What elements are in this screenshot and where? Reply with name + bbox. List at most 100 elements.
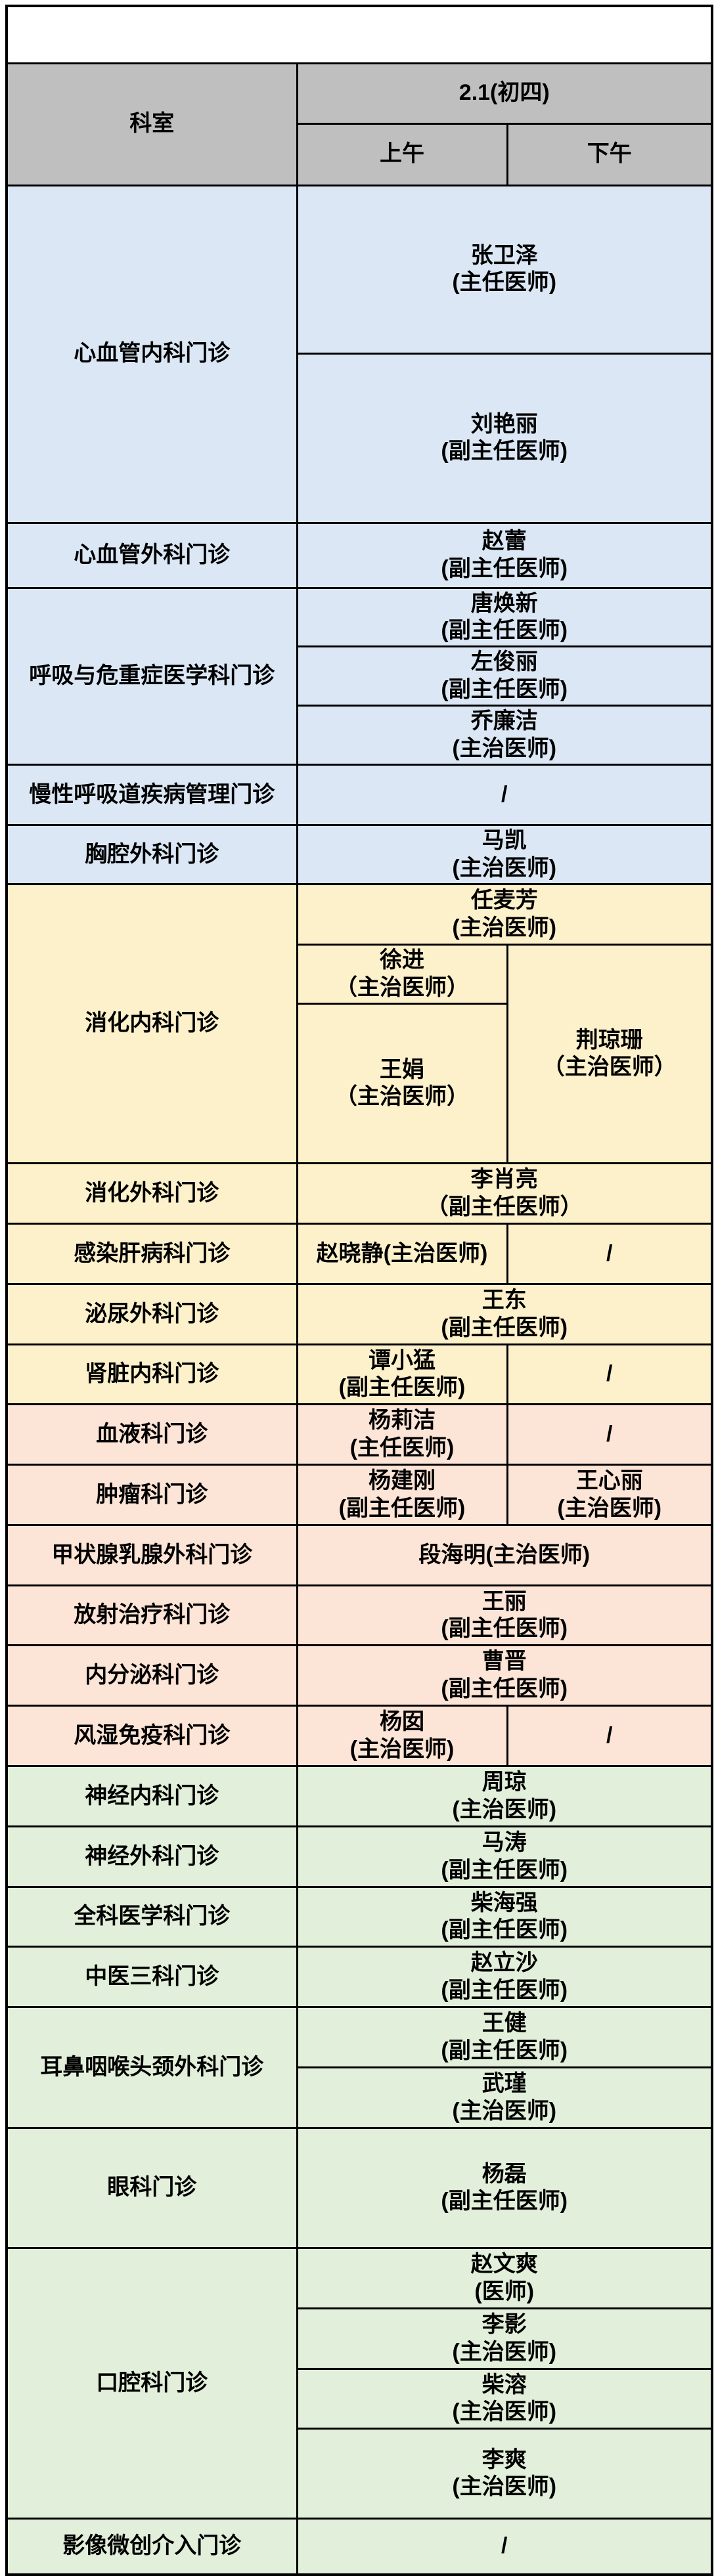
department-name: 内分泌科门诊 — [85, 1662, 219, 1688]
doctor-title: （主治医师） — [542, 1055, 677, 1080]
doctor-cell: 杨莉洁 (主任医师) — [296, 1403, 508, 1466]
doctor-title: (副主任医师) — [441, 1917, 568, 1943]
table-row: 徐进 （主治医师） 荆琼珊 （主治医师） — [7, 944, 713, 1165]
department-name: 消化内科门诊 — [85, 1011, 219, 1036]
department-cell: 心血管内科门诊 — [5, 184, 298, 524]
doctor-title: (主治医师) — [452, 2474, 557, 2500]
department-name: 口腔科门诊 — [96, 2370, 208, 2395]
empty-slot-cell: / — [506, 1403, 713, 1466]
table-row: 柴溶 (主治医师) — [7, 2368, 713, 2430]
doctor-cell: 曹晋 (副主任医师) — [296, 1644, 713, 1707]
doctor-name: 徐进 — [380, 948, 424, 973]
doctor-cell: 李爽 (主治医师) — [296, 2428, 713, 2520]
table-row: 神经外科门诊 马涛 (副主任医师) — [5, 1825, 713, 1888]
header-date-cell: 2.1(初四) — [296, 62, 713, 125]
doctor-name: 张卫泽 — [470, 242, 538, 268]
doctor-cell: 李影 (主治医师) — [296, 2307, 713, 2370]
doctor-name: 赵文爽 — [470, 2252, 538, 2277]
department-name: 耳鼻咽喉头颈外科门诊 — [40, 2054, 264, 2080]
doctor-title: (主治医师) — [452, 855, 557, 881]
doctor-name: 荆琼珊 — [575, 1027, 643, 1053]
table-row: 武瑾 (主治医师) — [7, 2066, 713, 2129]
department-cell: 眼科门诊 — [5, 2127, 298, 2250]
header-afternoon-cell: 下午 — [506, 122, 713, 186]
doctor-cell: 王心丽 (主治医师) — [506, 1464, 713, 1527]
department-cell: 慢性呼吸道疾病管理门诊 — [5, 764, 298, 827]
doctor-title: (副主任医师) — [441, 1977, 568, 2003]
doctor-cell: 乔廉洁 (主治医师) — [296, 705, 713, 766]
doctor-cell: 张卫泽 (主任医师) — [296, 184, 713, 355]
doctor-cell: 杨建刚 (副主任医师) — [296, 1464, 508, 1527]
department-name: 眼科门诊 — [107, 2175, 197, 2200]
empty-slot-cell: / — [506, 1705, 713, 1768]
doctor-name: 谭小猛 — [369, 1347, 436, 1373]
doctor-name: 武瑾 — [481, 2071, 527, 2097]
doctor-name: 赵蕾 — [481, 529, 527, 554]
doctor-cell: 刘艳丽 (副主任医师) — [296, 352, 713, 524]
doctor-name: 柴海强 — [470, 1890, 538, 1915]
header-department-cell: 科室 — [5, 62, 298, 186]
doctor-name: 曹晋 — [481, 1649, 527, 1674]
department-cell: 肿瘤科门诊 — [5, 1464, 298, 1527]
doctor-name: 李肖亮 — [470, 1167, 538, 1192]
doctor-name: 刘艳丽 — [470, 411, 538, 437]
doctor-title: (主治医师) — [452, 2399, 557, 2425]
department-name: 泌尿外科门诊 — [85, 1301, 219, 1326]
doctor-title: (主治医师) — [557, 1495, 662, 1521]
doctor-title: (主治医师) — [452, 915, 557, 940]
doctor-cell: 王健 (副主任医师) — [296, 2006, 713, 2069]
doctor-name: 杨莉洁 — [369, 1408, 436, 1433]
empty-slot-marker: / — [606, 1240, 613, 1266]
empty-slot-marker: / — [501, 782, 508, 808]
doctor-cell: 柴海强 (副主任医师) — [296, 1886, 713, 1948]
department-cell: 神经外科门诊 — [5, 1825, 298, 1888]
doctor-cell: 任麦芳 (主治医师) — [296, 883, 713, 946]
department-cell: 心血管外科门诊 — [5, 521, 298, 589]
empty-slot-cell: / — [506, 1223, 713, 1286]
department-cell: 放射治疗科门诊 — [5, 1584, 298, 1647]
doctor-cell: 柴溶 (主治医师) — [296, 2368, 713, 2430]
empty-slot-marker: / — [606, 1421, 613, 1447]
table-row: 呼吸与危重症医学科门诊 唐焕新 (副主任医师) — [5, 586, 713, 766]
department-cell: 感染肝病科门诊 — [5, 1223, 298, 1286]
doctor-title: (主任医师) — [349, 1435, 455, 1460]
table-row: 内分泌科门诊 曹晋 (副主任医师) — [5, 1644, 713, 1707]
header-date-label: 2.1(初四) — [459, 80, 550, 106]
department-cell: 消化内科门诊 — [5, 883, 298, 1165]
table-row: 左俊丽 (副主任医师) — [7, 645, 713, 707]
department-name: 血液科门诊 — [96, 1421, 208, 1447]
table-row: 泌尿外科门诊 王东 (副主任医师) — [5, 1283, 713, 1346]
doctor-title: (主治医师) — [452, 735, 557, 761]
department-cell: 影像微创介入门诊 — [5, 2518, 298, 2576]
doctor-cell: 赵立沙 (副主任医师) — [296, 1946, 713, 2009]
table-row: 消化外科门诊 李肖亮 （副主任医师） — [5, 1162, 713, 1225]
doctor-name: 王东 — [481, 1288, 527, 1313]
department-cell: 神经内科门诊 — [5, 1765, 298, 1828]
table-row: 李影 (主治医师) — [7, 2307, 713, 2370]
department-cell: 内分泌科门诊 — [5, 1644, 298, 1707]
empty-slot-cell: / — [296, 764, 713, 827]
doctor-cell: 赵晓静(主治医师) — [296, 1223, 508, 1286]
table-row: 神经内科门诊 周琼 (主治医师) — [5, 1765, 713, 1828]
empty-slot-cell: / — [296, 2518, 713, 2576]
doctor-name: 王心丽 — [575, 1468, 643, 1494]
doctor-name: 唐焕新 — [470, 590, 538, 616]
doctor-cell: 杨磊 (副主任医师) — [296, 2127, 713, 2250]
doctor-name: 周琼 — [481, 1770, 527, 1795]
department-cell: 肾脏内科门诊 — [5, 1343, 298, 1406]
doctor-title: （主治医师） — [335, 974, 469, 1000]
department-name: 呼吸与危重症医学科门诊 — [29, 663, 275, 689]
department-name: 中医三科门诊 — [85, 1963, 219, 1989]
doctor-title: (主治医师) — [452, 2098, 557, 2124]
department-name: 全科医学科门诊 — [74, 1904, 231, 1929]
department-name: 肿瘤科门诊 — [96, 1481, 208, 1507]
table-row: 肿瘤科门诊 杨建刚 (副主任医师) 王心丽 (主治医师) — [5, 1464, 713, 1527]
doctor-title: (副主任医师) — [338, 1495, 466, 1521]
doctor-title: (副主任医师) — [441, 439, 568, 464]
doctor-cell: 段海明(主治医师) — [296, 1524, 713, 1587]
department-name: 心血管外科门诊 — [74, 542, 231, 567]
blank-row — [5, 5, 713, 64]
doctor-cell: 武瑾 (主治医师) — [296, 2066, 713, 2129]
doctor-title: (副主任医师) — [441, 676, 568, 702]
doctor-title: (副主任医师) — [441, 1616, 568, 1642]
